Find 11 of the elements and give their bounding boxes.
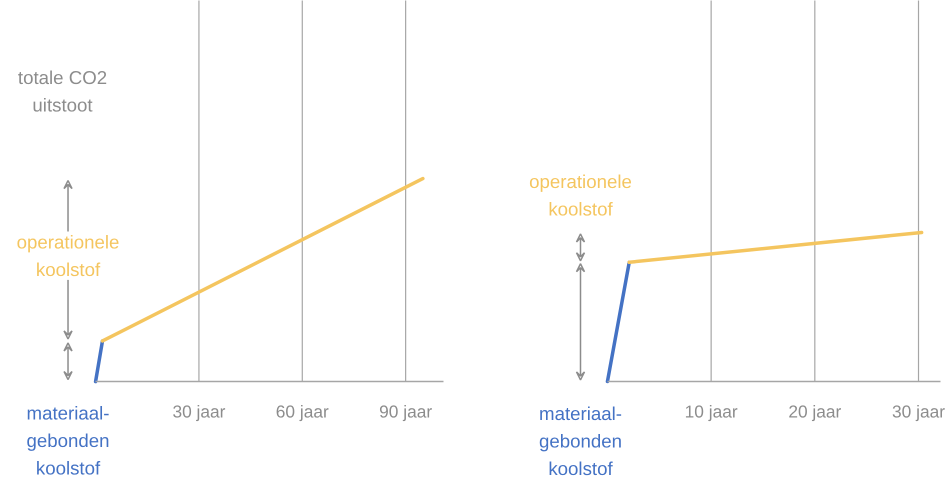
series-label: materiaal-gebonden koolstof: [539, 403, 622, 479]
x-tick-label: 30 jaar: [172, 402, 226, 422]
text: totale CO2 uitstoot: [18, 67, 108, 116]
x-tick-label: 10 jaar: [684, 401, 738, 422]
x-tick-label: 20 jaar: [788, 401, 842, 422]
x-tick-label: 90 jaar: [379, 402, 432, 422]
text: operationele koolstof: [529, 171, 632, 220]
x-tick-label: 30 jaar: [892, 401, 946, 422]
x-tick-label: 60 jaar: [276, 402, 330, 422]
text: operationele koolstof: [16, 232, 120, 280]
series-label: materiaal-gebonden koolstof: [26, 402, 110, 478]
